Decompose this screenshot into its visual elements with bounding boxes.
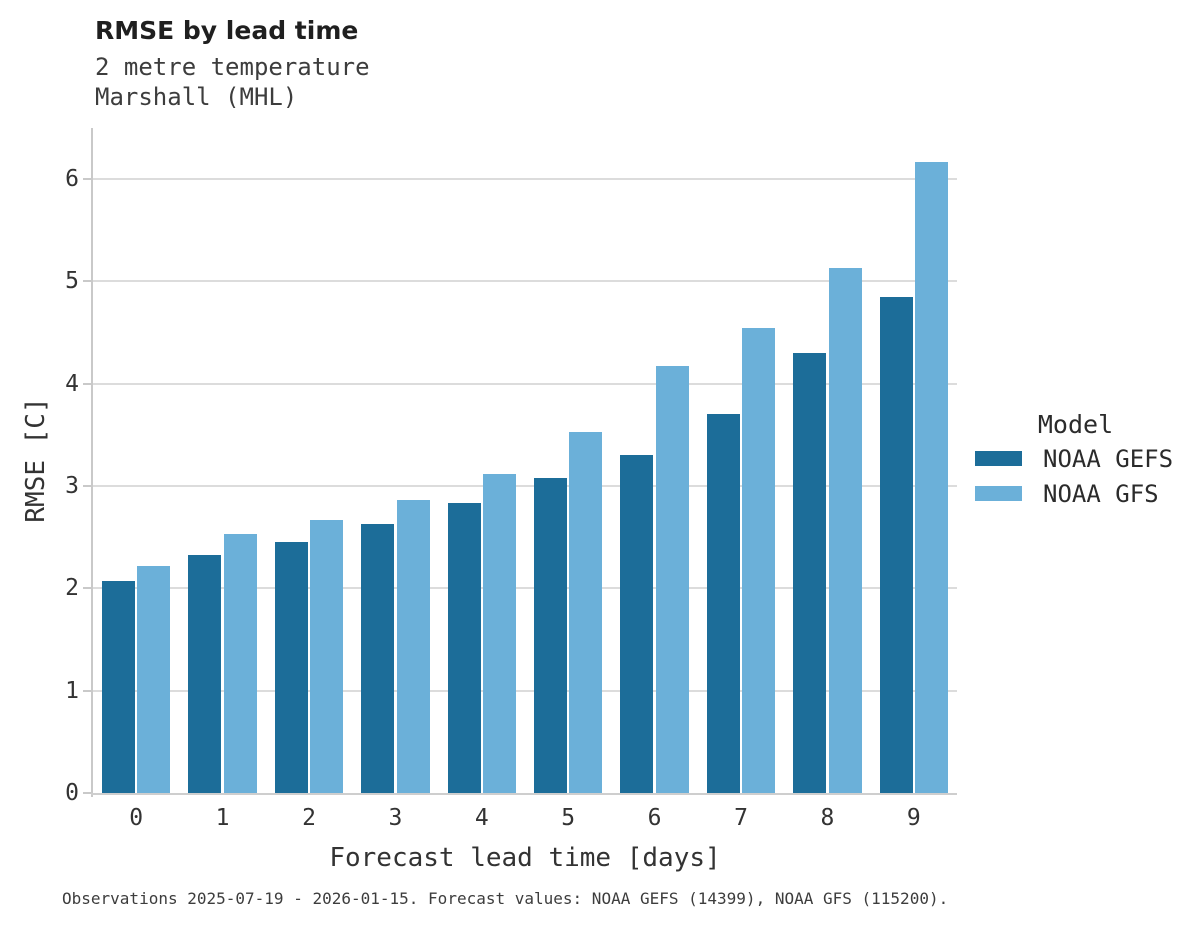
bar-noaa-gfs-lead-2 (310, 519, 344, 793)
x-tick-label-7: 7 (734, 805, 748, 831)
y-tick-label-4: 4 (65, 370, 79, 397)
y-tick-mark-2 (83, 587, 91, 590)
chart-title: RMSE by lead time (95, 16, 359, 45)
legend-label: NOAA GFS (1043, 479, 1159, 508)
y-tick-mark-6 (83, 178, 91, 181)
y-tick-label-0: 0 (65, 780, 79, 806)
x-tick-label-3: 3 (388, 805, 403, 831)
bar-noaa-gefs-lead-3 (361, 523, 395, 793)
y-tick-mark-3 (83, 485, 91, 488)
x-tick-label-2: 2 (302, 805, 316, 831)
y-tick-mark-5 (83, 280, 91, 283)
x-tick-label-8: 8 (820, 805, 835, 831)
x-tick-label-5: 5 (561, 805, 576, 831)
y-tick-label-3: 3 (65, 473, 79, 500)
bar-noaa-gefs-lead-9 (879, 296, 913, 793)
chart-subtitle-station: Marshall (MHL) (95, 83, 298, 111)
x-tick-label-4: 4 (474, 805, 489, 831)
bar-noaa-gfs-lead-7 (742, 327, 776, 793)
footnote-caption: Observations 2025-07-19 - 2026-01-15. Fo… (62, 889, 949, 908)
y-axis-line (91, 128, 93, 797)
bar-noaa-gfs-lead-3 (396, 500, 430, 793)
bar-noaa-gfs-lead-6 (655, 366, 689, 793)
y-tick-mark-4 (83, 382, 91, 385)
chart-header: RMSE by lead time 2 metre temperature Ma… (95, 16, 370, 112)
bar-noaa-gfs-lead-8 (828, 268, 862, 793)
x-tick-label-0: 0 (129, 805, 144, 831)
bar-noaa-gefs-lead-6 (620, 455, 654, 793)
y-axis-label: RMSE [C] (21, 397, 51, 523)
bar-noaa-gfs-lead-0 (137, 565, 171, 793)
gridline-y-6 (93, 178, 957, 181)
chart-subtitle: 2 metre temperature Marshall (MHL) (95, 52, 370, 112)
bar-noaa-gfs-lead-1 (223, 534, 257, 793)
bar-noaa-gefs-lead-4 (447, 503, 481, 793)
bar-noaa-gefs-lead-5 (533, 477, 567, 793)
bar-noaa-gefs-lead-1 (188, 554, 222, 793)
gridline-y-1 (93, 689, 957, 692)
x-tick-label-1: 1 (215, 805, 230, 831)
legend-swatch-icon (975, 486, 1022, 501)
plot-area: 0 1 2 3 4 5 6 0 1 2 3 4 5 6 7 8 9 (65, 128, 957, 831)
gridline-y-3 (93, 485, 957, 488)
x-axis-label: Forecast lead time [days] (329, 843, 721, 873)
bar-noaa-gefs-lead-7 (706, 414, 740, 793)
bar-noaa-gefs-lead-0 (101, 581, 135, 793)
legend-label: NOAA GEFS (1043, 444, 1174, 473)
legend-title: Model (1037, 410, 1114, 439)
y-tick-mark-0 (83, 792, 91, 794)
gridline-y-2 (93, 587, 957, 590)
y-tick-mark-1 (83, 689, 91, 692)
chart-subtitle-variable: 2 metre temperature (95, 53, 370, 81)
bar-noaa-gefs-lead-2 (274, 542, 308, 793)
legend-items: NOAA GEFS NOAA GFS (963, 445, 1188, 508)
bar-noaa-gfs-lead-5 (569, 431, 603, 793)
gridline-y-4 (93, 382, 957, 385)
x-tick-label-9: 9 (906, 805, 921, 831)
bar-noaa-gfs-lead-9 (915, 161, 949, 793)
y-tick-label-5: 5 (65, 268, 79, 295)
legend-item-noaa-gefs: NOAA GEFS (975, 445, 1188, 473)
legend: Model NOAA GEFS NOAA GFS (963, 410, 1188, 521)
x-axis-line (91, 793, 957, 795)
gridline-y-5 (93, 280, 957, 283)
legend-swatch-icon (975, 451, 1022, 466)
bar-noaa-gefs-lead-8 (793, 353, 827, 793)
y-tick-label-1: 1 (65, 677, 79, 704)
bar-noaa-gfs-lead-4 (483, 473, 517, 793)
y-tick-label-6: 6 (65, 166, 79, 193)
x-tick-label-6: 6 (647, 805, 662, 831)
y-tick-label-2: 2 (65, 575, 79, 602)
legend-item-noaa-gfs: NOAA GFS (975, 480, 1188, 508)
